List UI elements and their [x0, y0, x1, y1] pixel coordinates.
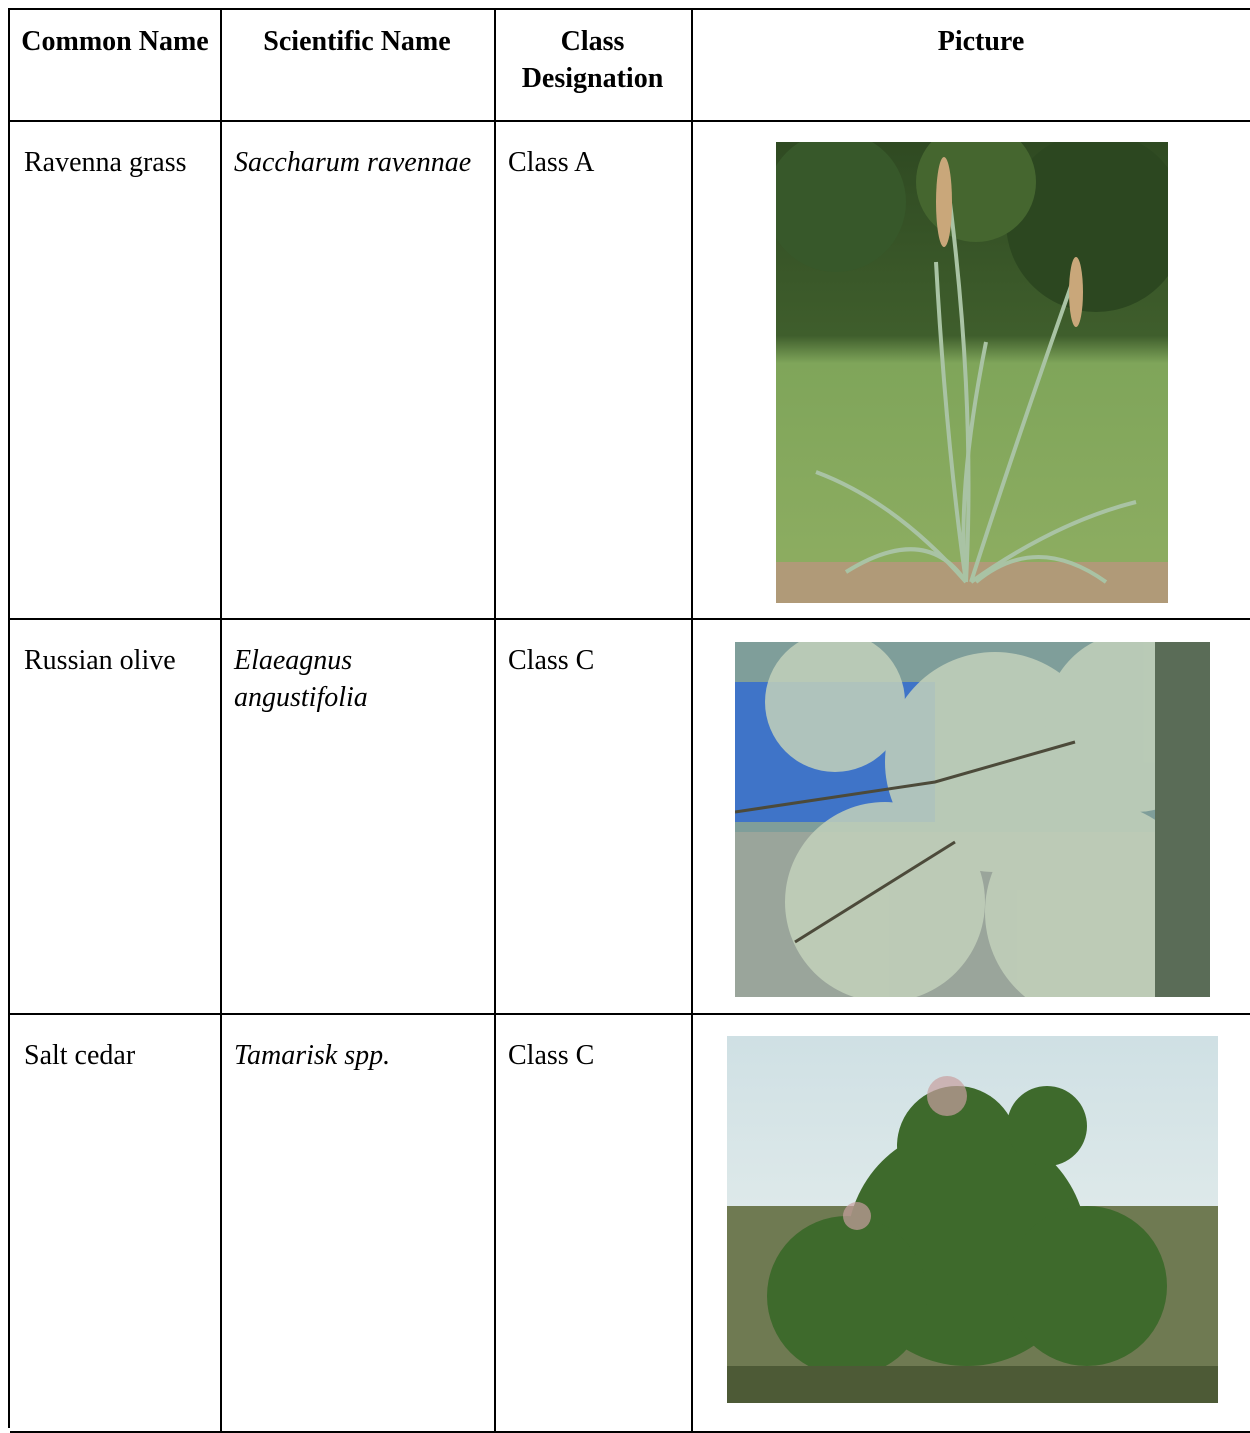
header-cell: Class Designation — [494, 10, 693, 122]
photo-russian-olive — [735, 642, 1210, 997]
cell: Ravenna grass — [10, 120, 222, 620]
photo-salt-cedar — [727, 1036, 1218, 1403]
cell: Tamarisk spp. — [220, 1013, 496, 1433]
header-cell: Scientific Name — [220, 10, 496, 122]
photo-ravenna-grass — [776, 142, 1168, 603]
cell: Russian olive — [10, 618, 222, 1015]
cell: Class C — [494, 1013, 693, 1433]
cell: Elaeagnus angustifolia — [220, 618, 496, 1015]
header-text: Picture — [937, 26, 1025, 57]
table: Common Name Scientific Name Class Design… — [8, 8, 1250, 1433]
cell: Saccharum ravennae — [220, 120, 496, 620]
picture-cell — [691, 120, 1250, 620]
cell: Salt cedar — [10, 1013, 222, 1433]
header-cell: Common Name — [10, 10, 222, 122]
picture-cell — [691, 618, 1250, 1015]
cell: Class A — [494, 120, 693, 620]
header-cell: Picture — [691, 10, 1250, 122]
cell: Class C — [494, 618, 693, 1015]
